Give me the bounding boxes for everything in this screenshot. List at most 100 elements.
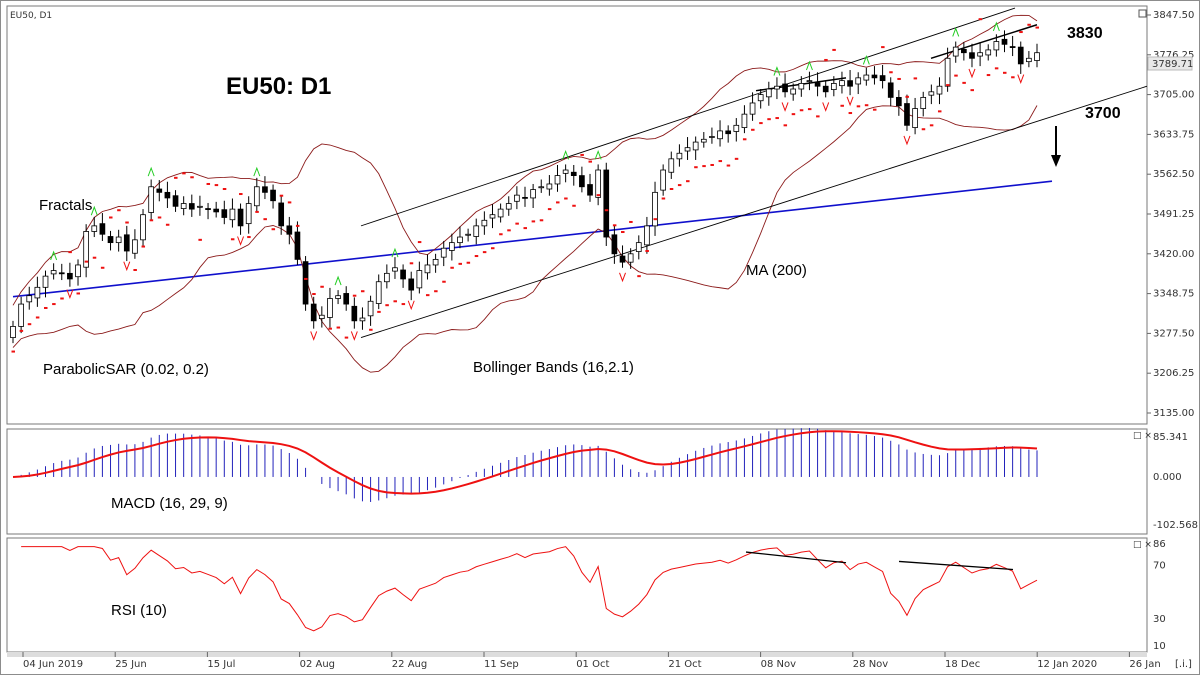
sar-dot (344, 336, 349, 339)
price-tick-label: 3135.00 (1153, 408, 1194, 419)
sar-dot (515, 222, 519, 225)
candle-body (245, 203, 252, 225)
price-tick-label: 3206.25 (1153, 368, 1194, 379)
level-3830-label: 3830 (1067, 25, 1103, 42)
sar-dot (539, 219, 544, 222)
sar-label: ParabolicSAR (0.02, 0.2) (43, 361, 209, 378)
sar-dot (954, 74, 958, 77)
sar-dot (263, 218, 267, 221)
time-tick-label: 11 Sep (484, 659, 519, 670)
candle-body (400, 269, 406, 280)
candle-body (351, 305, 358, 322)
sar-dot (767, 118, 771, 121)
fractal-up-icon (147, 166, 155, 177)
candle-body (367, 300, 374, 317)
candle-body (270, 189, 276, 202)
rsi-tick-label: 30 (1153, 614, 1166, 625)
candle-body (335, 295, 341, 299)
sar-dot (149, 219, 154, 222)
sar-dot (125, 221, 129, 224)
candle-body (473, 225, 480, 237)
candle-body (985, 49, 992, 56)
fractal-down-icon (350, 331, 358, 341)
sar-dot (913, 77, 918, 80)
price-axis: 3847.50 3776.25 3705.00 3633.75 3562.50 3491.… (1147, 10, 1194, 419)
chart-title: EU50: D1 (226, 73, 331, 100)
candle-body (847, 80, 853, 87)
macd-signal-line (12, 430, 1038, 495)
sar-dot (425, 294, 430, 297)
sar-dot (239, 193, 243, 196)
candle-body (668, 158, 675, 173)
macd-label: MACD (16, 29, 9) (111, 495, 228, 512)
candle-body (619, 255, 626, 263)
candle-body (790, 88, 797, 95)
period-button[interactable]: [.i.] (1175, 659, 1192, 670)
sar-dot (271, 228, 276, 231)
sar-dot (799, 109, 804, 112)
main-panel (6, 5, 1148, 425)
candle-body (140, 214, 146, 241)
sar-dot (734, 157, 739, 160)
price-tick-label: 3847.50 (1153, 10, 1194, 21)
candle-body (904, 103, 910, 126)
sar-dot (604, 209, 609, 212)
bollinger-bands (12, 14, 1038, 373)
sar-dot (937, 110, 942, 113)
fractal-down-icon (1017, 74, 1025, 84)
sar-dot (718, 160, 723, 163)
candle-body (180, 203, 187, 209)
candle-body (855, 77, 862, 85)
candle-body (408, 278, 415, 291)
time-tick-label: 22 Aug (392, 659, 427, 670)
candle-body (644, 225, 650, 246)
price-tick-label: 3705.00 (1153, 90, 1194, 101)
bollinger-upper (12, 14, 1038, 306)
sar-dot (564, 197, 568, 200)
sar-dot (637, 275, 641, 278)
down-arrow-icon (1051, 126, 1061, 167)
sar-dot (68, 251, 72, 254)
candle-body (132, 239, 138, 254)
price-marker-box (1147, 56, 1193, 71)
sar-dot (182, 172, 186, 175)
sar-dot (401, 303, 406, 306)
sar-dot (393, 300, 397, 303)
macd-panel-buttons[interactable]: □ × (1133, 431, 1152, 441)
sar-dot (336, 326, 341, 329)
rsi-line (21, 546, 1038, 632)
sar-dot (580, 153, 584, 156)
candle-body (546, 183, 553, 190)
time-tick-label: 04 Jun 2019 (23, 659, 83, 670)
price-tick-label: 3348.75 (1153, 289, 1194, 300)
sar-dot (52, 303, 56, 306)
panel-close-button[interactable] (1138, 9, 1147, 18)
candle-body (782, 83, 788, 93)
ma-label: MA (200) (746, 262, 807, 279)
candle-body (278, 202, 285, 227)
time-tick-label: 12 Jan 2020 (1037, 659, 1097, 670)
candle-body (302, 261, 309, 305)
sar-dot (612, 224, 617, 227)
candle-body (1017, 46, 1024, 65)
channel-upper (360, 7, 1016, 227)
candle-body (205, 208, 211, 210)
candle-body (562, 169, 569, 174)
candle-body (91, 225, 98, 232)
candle-body (221, 209, 228, 218)
fractal-down-icon (66, 289, 74, 300)
sar-dot (92, 256, 97, 259)
sar-dot (742, 138, 747, 141)
candle-body (887, 82, 894, 98)
ma200-path (12, 180, 1053, 298)
candle-body (58, 272, 65, 275)
time-tick-label: 08 Nov (761, 659, 797, 670)
candle-body (741, 113, 748, 128)
rsi-panel-buttons[interactable]: □ × (1133, 540, 1152, 550)
sar-dot (864, 104, 869, 107)
sar-dot (499, 233, 503, 236)
price-marker: 3789.71 (1152, 59, 1193, 70)
sar-dot (645, 250, 649, 253)
sar-dot (596, 194, 601, 197)
